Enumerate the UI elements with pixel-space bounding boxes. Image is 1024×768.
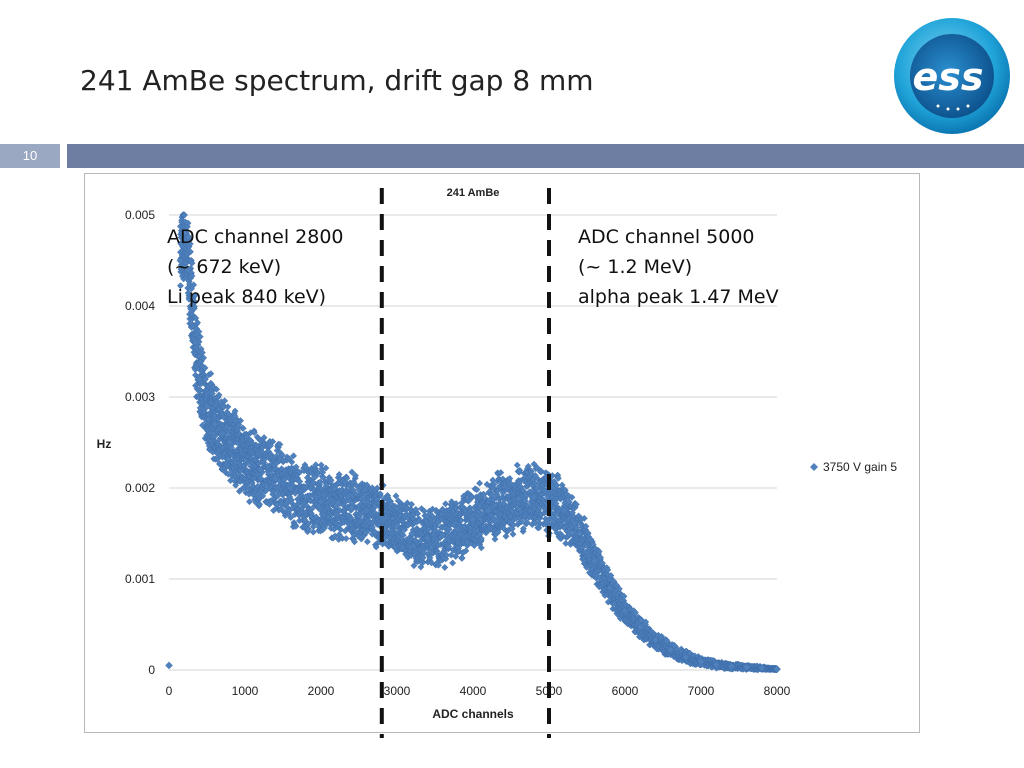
y-tick-label: 0.002 (125, 481, 155, 495)
data-point (562, 539, 570, 547)
data-point (476, 479, 484, 487)
title-underline-bar (67, 144, 1024, 168)
ess-logo-icon: ess (890, 14, 1014, 138)
data-point (221, 397, 229, 405)
annotation-left-line1: ADC channel 2800 (167, 226, 344, 248)
data-point (287, 513, 295, 521)
legend-marker (810, 463, 818, 471)
data-point (237, 417, 244, 425)
data-point (184, 219, 192, 227)
data-point (363, 538, 371, 546)
slide-title: 241 AmBe spectrum, drift gap 8 mm (80, 64, 594, 97)
series-points (165, 211, 781, 674)
legend-label: 3750 V gain 5 (823, 460, 897, 474)
x-tick-label: 4000 (460, 684, 487, 698)
data-point (185, 233, 193, 241)
data-point (196, 386, 204, 394)
data-point (276, 440, 284, 448)
annotation-left: ADC channel 2800 (~ 672 keV) Li peak 840… (167, 222, 344, 312)
x-axis-label: ADC channels (432, 707, 514, 721)
data-point (449, 559, 457, 567)
data-point (181, 211, 188, 219)
data-point (231, 412, 239, 420)
page-number: 10 (0, 144, 60, 168)
data-point (194, 319, 202, 327)
data-point (208, 390, 216, 398)
data-point (213, 385, 221, 393)
data-point (188, 259, 196, 267)
data-point (269, 438, 277, 446)
data-point (191, 291, 199, 299)
data-point (186, 240, 194, 248)
annotation-right: ADC channel 5000 (~ 1.2 MeV) alpha peak … (578, 222, 779, 312)
data-point (290, 452, 298, 460)
annotation-right-line1: ADC channel 5000 (578, 226, 755, 248)
annotation-right-line2: (~ 1.2 MeV) (578, 256, 693, 278)
data-point (227, 477, 234, 484)
data-point (224, 403, 232, 411)
data-point (458, 554, 466, 562)
data-point (442, 500, 450, 508)
x-tick-label: 7000 (688, 684, 715, 698)
data-point (250, 429, 258, 437)
y-tick-label: 0.005 (125, 208, 155, 222)
y-axis-label: Hz (97, 437, 112, 451)
data-point (278, 451, 286, 459)
data-point (200, 354, 208, 362)
data-point (190, 281, 198, 289)
chart-title: 241 AmBe (447, 187, 500, 199)
x-tick-label: 1000 (232, 684, 259, 698)
y-tick-label: 0.004 (125, 299, 155, 313)
data-point (285, 507, 293, 515)
data-point (246, 498, 253, 506)
data-point (257, 474, 265, 482)
data-point (209, 383, 217, 391)
data-point (165, 661, 173, 670)
data-point (176, 282, 184, 290)
data-point (259, 492, 267, 500)
data-point (215, 391, 223, 399)
data-point (288, 458, 296, 466)
data-point (268, 497, 276, 505)
data-point (232, 481, 240, 489)
data-point (201, 364, 209, 372)
data-point (231, 407, 239, 415)
x-tick-label: 6000 (612, 684, 639, 698)
logo-text: ess (912, 55, 983, 99)
data-point (509, 530, 517, 538)
data-point (191, 298, 199, 306)
data-point (441, 563, 449, 571)
data-point (256, 500, 264, 508)
x-tick-label: 3000 (384, 684, 411, 698)
x-tick-label: 8000 (764, 684, 791, 698)
annotation-left-line2: (~ 672 keV) (167, 256, 282, 278)
annotation-right-line3: alpha peak 1.47 MeV (578, 286, 779, 308)
data-point (292, 522, 300, 530)
y-tick-label: 0.001 (125, 572, 155, 586)
y-tick-label: 0.003 (125, 390, 155, 404)
data-point (239, 424, 247, 432)
x-tick-label: 2000 (308, 684, 335, 698)
data-point (207, 370, 215, 378)
data-point (342, 535, 350, 543)
annotation-left-line3: Li peak 840 keV) (167, 286, 327, 308)
x-tick-label: 0 (166, 684, 173, 698)
data-point (188, 272, 196, 280)
data-point (186, 248, 194, 256)
data-point (305, 525, 313, 533)
data-point (196, 333, 204, 341)
data-point (491, 535, 499, 543)
data-point (292, 463, 300, 471)
y-tick-label: 0 (148, 663, 155, 677)
